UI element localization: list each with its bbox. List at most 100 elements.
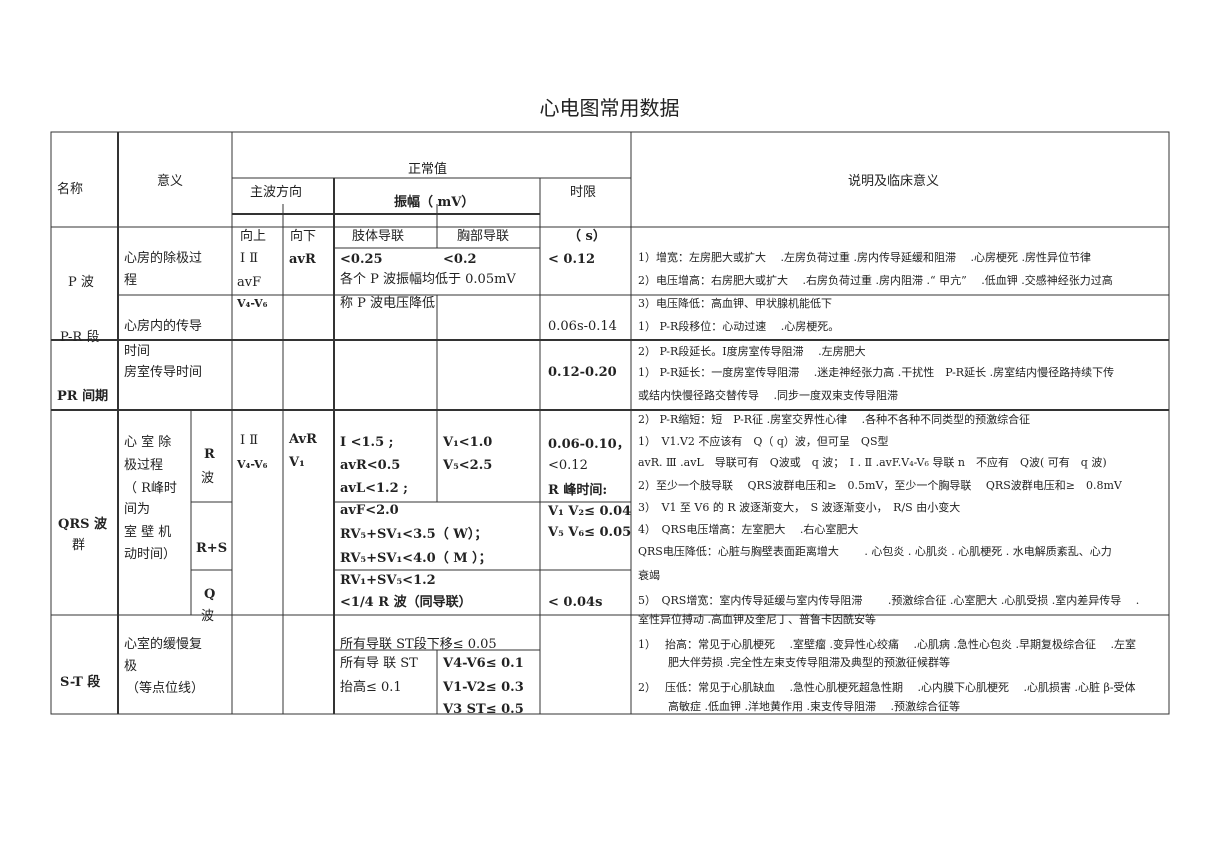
header-description: 说明及临床意义: [848, 174, 940, 189]
desc-line: 2）至少一个肢导联 QRS波群电压和≥ 0.5mV，至少一个胸导联 QRS波群电…: [638, 479, 1122, 492]
pr-segment-meaning: 心房内的传导: [124, 319, 203, 334]
qrs-chest: V₁<1.0: [443, 435, 493, 450]
desc-line: 1） 抬高：常见于心肌梗死 .室壁瘤 .变异性心绞痛 .心肌病 .急性心包炎 .…: [638, 638, 1136, 651]
desc-line: 2） 压低：常见于心肌缺血 .急性心肌梗死超急性期 .心内膜下心肌梗死 .心肌损…: [638, 681, 1136, 694]
desc-line: 2） P-R缩短：短 P-R征 .房室交界性心律 .各种不各种不同类型的预激综合…: [638, 413, 1031, 426]
qrs-r-label: R: [204, 447, 215, 462]
qrs-meaning: 室 壁 机: [124, 525, 172, 540]
desc-line: 或结内快慢径路交替传导 .同步一度双束支传导阻滞: [638, 389, 898, 402]
pr-segment-note: 称 P 波电压降低: [340, 296, 436, 311]
pr-segment-name: P-R 段: [60, 330, 100, 345]
st-name: S-T 段: [60, 675, 101, 690]
p-wave-name: P 波: [68, 275, 94, 290]
desc-line: 高敏症 .低血钾 .洋地黄作用 .束支传导阻滞 .预激综合征等: [668, 700, 960, 713]
qrs-rs: avF<2.0: [340, 503, 399, 518]
qrs-rs: RV₅+SV₁<4.0（ M ）；: [340, 551, 492, 566]
desc-line: QRS电压降低：心脏与胸壁表面距离增大 . 心包炎 . 心肌炎 . 心肌梗死 .…: [638, 545, 1112, 558]
st-elevation: 所有导 联 ST: [340, 656, 418, 671]
st-depression: 所有导联 ST段下移≤ 0.05: [340, 637, 497, 652]
desc-line: 衰竭: [638, 569, 660, 582]
qrs-down: AvR: [289, 432, 317, 447]
pr-interval-duration: 0.12-0.20: [548, 365, 617, 380]
qrs-q-label: 波: [201, 609, 215, 624]
qrs-duration: V₅ V₆≤ 0.05: [548, 525, 632, 540]
qrs-chest: V₅<2.5: [443, 458, 493, 473]
qrs-rs: RV₅+SV₁<3.5（ W）；: [340, 527, 488, 542]
desc-line: 3） V1 至 V6 的 R 波逐渐变大， S 波逐渐变小， R/S 由小变大: [638, 501, 961, 514]
desc-line: 5） QRS增宽：室内传导延缓与室内传导阻滞 .预激综合征 .心室肥大 .心肌受…: [638, 594, 1140, 607]
qrs-rs-label: R+S: [196, 541, 228, 556]
desc-line: 1）增宽：左房肥大或扩大 .左房负荷过重 .房内传导延缓和阻滞 .心房梗死 .房…: [638, 251, 1091, 264]
pr-segment-up: V₄-V₆: [237, 297, 268, 310]
header-chest: 胸部导联: [457, 229, 510, 244]
desc-line: avR. Ⅲ .avL 导联可有 Q波或 q 波； Ⅰ . Ⅱ .avF.V₄-…: [638, 456, 1107, 469]
header-down: 向下: [290, 229, 317, 244]
qrs-q: RV₁+SV₅<1.2: [340, 573, 436, 588]
qrs-meaning: 间为: [124, 502, 151, 517]
desc-line: 2） P-R段延长。Ⅰ度房室传导阻滞 .左房肥大: [638, 345, 866, 358]
qrs-down: V₁: [289, 455, 305, 470]
header-direction: 主波方向: [250, 185, 303, 200]
header-name: 名称: [57, 182, 84, 197]
qrs-duration: R 峰时间:: [548, 483, 608, 498]
qrs-limb: Ⅰ <1.5 ;: [340, 435, 394, 450]
st-elevation: 抬高≤ 0.1: [340, 680, 402, 695]
desc-line: 1） V1.V2 不应该有 Q（ q）波，但可呈 QS型: [638, 435, 889, 448]
qrs-name: QRS 波: [58, 517, 108, 532]
qrs-meaning: 心 室 除: [124, 435, 172, 450]
desc-line: 2）电压增高：右房肥大或扩大 .右房负荷过重 .房内阻滞 .“ 甲亢” .低血钾…: [638, 274, 1113, 287]
p-wave-meaning: 程: [124, 273, 138, 288]
qrs-meaning: （ R峰时: [124, 481, 177, 496]
header-up: 向上: [240, 229, 267, 244]
qrs-q-duration: < 0.04s: [548, 595, 603, 610]
p-wave-up: Ⅰ Ⅱ: [240, 251, 259, 266]
desc-line: 1） P-R段移位：心动过速 .心房梗死。: [638, 320, 840, 333]
qrs-q: <1/4 R 波（同导联）: [340, 595, 472, 610]
header-normal: 正常值: [408, 162, 448, 177]
st-meaning: 心室的缓慢复: [124, 637, 203, 652]
qrs-meaning: 动时间）: [124, 547, 177, 562]
header-duration: 时限: [570, 185, 597, 200]
p-wave-duration: < 0.12: [548, 252, 596, 267]
st-chest: V4-V6≤ 0.1: [443, 656, 524, 671]
desc-line: 3）电压降低：高血钾、甲状腺机能低下: [638, 297, 832, 310]
pr-interval-name: PR 间期: [57, 389, 109, 404]
qrs-limb: avL<1.2 ;: [340, 481, 408, 496]
p-wave-down: avR: [289, 252, 316, 267]
desc-line: 4） QRS电压增高：左室肥大 .右心室肥大: [638, 523, 859, 536]
header-amplitude: 振幅（ mV）: [394, 195, 475, 210]
p-wave-chest: <0.2: [443, 252, 477, 267]
p-wave-note: 各个 P 波振幅均低于 0.05mV: [340, 272, 516, 287]
header-limb: 肢体导联: [352, 229, 405, 244]
pr-interval-meaning: 房室传导时间: [124, 365, 203, 380]
qrs-r-label: 波: [201, 471, 215, 486]
p-wave-up: avF: [237, 275, 262, 290]
qrs-up: V₄-V₆: [237, 458, 268, 471]
st-chest: V1-V2≤ 0.3: [443, 680, 524, 695]
desc-line: 肥大伴劳损 .完全性左束支传导阻滞及典型的预激征候群等: [668, 656, 950, 669]
qrs-q-label: Q: [204, 587, 216, 602]
qrs-duration: <0.12: [548, 458, 588, 473]
st-chest: V3 ST≤ 0.5: [443, 702, 524, 717]
pr-interval-meaning: 时间: [124, 344, 151, 359]
header-meaning: 意义: [157, 174, 184, 189]
st-meaning: 极: [124, 659, 138, 674]
p-wave-meaning: 心房的除极过: [124, 251, 203, 266]
st-meaning: （等点位线）: [126, 681, 205, 696]
qrs-meaning: 极过程: [124, 458, 164, 473]
p-wave-limb: <0.25: [340, 252, 383, 267]
qrs-name: 群: [72, 538, 86, 553]
qrs-duration: V₁ V₂≤ 0.04: [548, 504, 632, 519]
desc-line: 室性异位搏动 .高血钾及奎尼丁、普鲁卡因酰安等: [638, 613, 876, 626]
qrs-limb: avR<0.5: [340, 458, 401, 473]
page-title: 心电图常用数据: [539, 96, 680, 120]
desc-line: 1） P-R延长：一度房室传导阻滞 .迷走神经张力高 .干扰性 P-R延长 .房…: [638, 366, 1115, 379]
horizontals: [51, 177, 1169, 651]
verticals: [117, 132, 632, 714]
table-border: [50, 131, 1170, 715]
header-unit: （ s）: [568, 229, 606, 244]
qrs-duration: 0.06-0.10，: [548, 437, 630, 452]
qrs-up: Ⅰ Ⅱ: [240, 433, 259, 448]
